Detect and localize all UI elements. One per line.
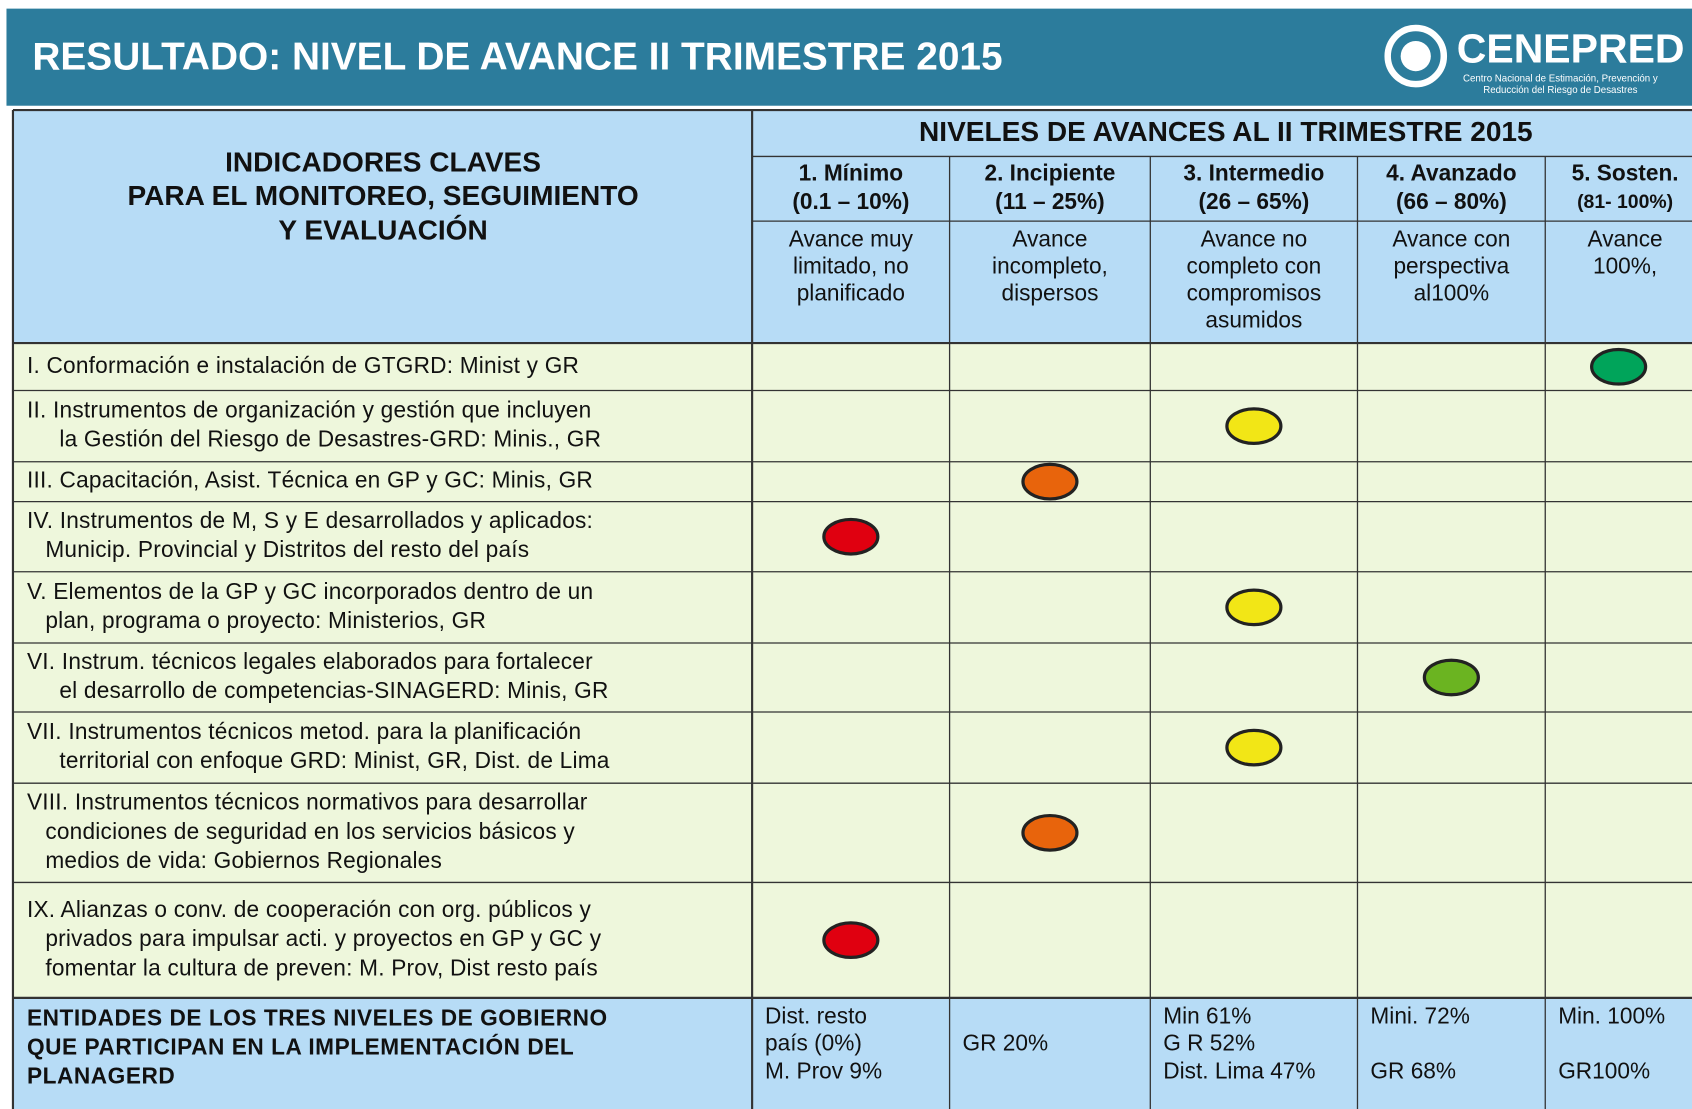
header-cell [12, 110, 1692, 344]
level-description: Avance muy [789, 226, 914, 252]
row-label: VI. Instrum. técnicos legales elaborados… [27, 648, 593, 674]
level-description: Avance [1012, 226, 1087, 252]
status-dot [1422, 658, 1480, 697]
row-label: medios de vida: Gobiernos Regionales [45, 847, 442, 873]
level-description: planificado [797, 279, 905, 305]
level-range: (11 – 25%) [995, 188, 1105, 214]
status-dot [1590, 347, 1648, 386]
row-label: fomentar la cultura de preven: M. Prov, … [45, 954, 598, 980]
row-label: IV. Instrumentos de M, S y E desarrollad… [27, 507, 593, 533]
level-range: (81- 100%) [1577, 191, 1673, 213]
footer-cell: G R 52% [1163, 1029, 1255, 1055]
level-range: (0.1 – 10%) [792, 188, 909, 214]
logo-subtitle: Reducción del Riesgo de Desastres [1483, 85, 1637, 96]
level-description: limitado, no [793, 253, 909, 279]
level-name: 4. Avanzado [1386, 160, 1516, 186]
footer-cell: M. Prov 9% [765, 1057, 882, 1083]
row-label: VII. Instrumentos técnicos metod. para l… [27, 718, 581, 744]
status-dot [1225, 728, 1283, 767]
indicator-header: PARA EL MONITOREO, SEGUIMIENTO [127, 180, 638, 211]
level-description: dispersos [1001, 279, 1098, 305]
status-dot [822, 921, 880, 960]
row-label: territorial con enfoque GRD: Minist, GR,… [59, 747, 609, 773]
level-description: al100% [1414, 279, 1490, 305]
title: RESULTADO: NIVEL DE AVANCE II TRIMESTRE … [32, 36, 1002, 79]
footer-cell: GR 68% [1370, 1057, 1456, 1083]
status-dot [1021, 462, 1079, 501]
logo-name: CENEPRED [1457, 26, 1685, 72]
level-description: compromisos [1187, 279, 1322, 305]
level-description: asumidos [1205, 306, 1302, 332]
row-label: IX. Alianzas o conv. de cooperación con … [27, 896, 591, 922]
level-description: incompleto, [992, 253, 1108, 279]
level-description: Avance [1588, 226, 1663, 252]
levels-header: NIVELES DE AVANCES AL II TRIMESTRE 2015 [919, 116, 1533, 147]
status-dot [1225, 407, 1283, 446]
footer-cell: Min 61% [1163, 1002, 1251, 1028]
footer-cell: Mini. 72% [1370, 1002, 1469, 1028]
level-description: Avance con [1392, 226, 1510, 252]
row-label: VIII. Instrumentos técnicos normativos p… [27, 789, 588, 815]
row-label: II. Instrumentos de organización y gesti… [27, 397, 591, 423]
row-label: plan, programa o proyecto: Ministerios, … [45, 607, 486, 633]
body-area [12, 343, 1692, 998]
level-description: completo con [1187, 253, 1322, 279]
status-dot [1225, 588, 1283, 627]
logo-icon [1384, 24, 1448, 88]
status-dot [1021, 813, 1079, 852]
level-description: perspectiva [1393, 253, 1509, 279]
row-label: el desarrollo de competencias-SINAGERD: … [59, 677, 608, 703]
indicator-header: INDICADORES CLAVES [225, 146, 541, 177]
footer-cell: país (0%) [765, 1029, 862, 1055]
footer-cell: Dist. Lima 47% [1163, 1057, 1315, 1083]
level-name: 2. Incipiente [985, 160, 1116, 186]
footer-label: ENTIDADES DE LOS TRES NIVELES DE GOBIERN… [27, 1004, 608, 1030]
footer-cell: GR100% [1558, 1057, 1650, 1083]
level-description: Avance no [1201, 226, 1308, 252]
row-label: la Gestión del Riesgo de Desastres-GRD: … [59, 426, 601, 452]
level-description: 100%, [1593, 253, 1657, 279]
footer-label: QUE PARTICIPAN EN LA IMPLEMENTACIÓN DEL [27, 1034, 574, 1060]
row-label: I. Conformación e instalación de GTGRD: … [27, 352, 579, 378]
footer-row [12, 997, 1692, 1109]
footer-cell: GR 20% [963, 1029, 1049, 1055]
row-label: privados para impulsar acti. y proyectos… [45, 925, 601, 951]
row-label: V. Elementos de la GP y GC incorporados … [27, 578, 593, 604]
row-label: Municip. Provincial y Distritos del rest… [45, 536, 529, 562]
row-label: condiciones de seguridad en los servicio… [45, 818, 575, 844]
level-name: 5. Sosten. [1572, 160, 1679, 186]
level-range: (66 – 80%) [1396, 188, 1507, 214]
indicator-header: Y EVALUACIÓN [278, 214, 487, 245]
footer-label: PLANAGERD [27, 1063, 175, 1089]
footer-cell: Dist. resto [765, 1002, 867, 1028]
level-name: 1. Mínimo [799, 160, 903, 186]
footer-cell: Min. 100% [1558, 1002, 1665, 1028]
row-label: III. Capacitación, Asist. Técnica en GP … [27, 467, 593, 493]
status-dot [822, 517, 880, 556]
level-name: 3. Intermedio [1183, 160, 1324, 186]
logo-subtitle: Centro Nacional de Estimación, Prevenció… [1463, 73, 1658, 84]
level-range: (26 – 65%) [1199, 188, 1310, 214]
